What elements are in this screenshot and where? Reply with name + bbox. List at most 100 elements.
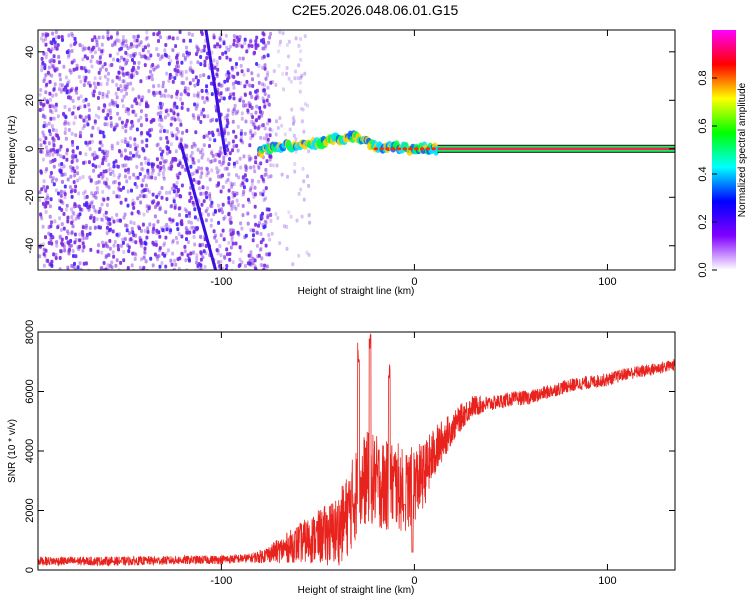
noise-speckle [226,113,230,118]
noise-speckle [86,141,89,146]
noise-speckle [193,83,197,88]
noise-speckle [255,35,259,40]
noise-speckle [197,114,200,119]
noise-speckle [265,159,269,164]
noise-speckle [57,60,61,65]
noise-speckle [176,36,180,41]
noise-speckle [179,119,183,124]
noise-speckle [266,121,269,126]
noise-speckle [257,63,261,68]
noise-speckle [117,232,121,237]
noise-speckle [42,179,46,184]
noise-speckle [77,204,81,209]
noise-speckle [184,226,188,231]
noise-speckle [129,136,132,141]
noise-speckle [69,174,73,179]
noise-speckle [74,204,78,208]
noise-speckle [230,182,234,187]
noise-speckle [52,138,56,143]
noise-speckle [75,63,79,68]
noise-speckle [92,89,96,94]
noise-speckle [40,56,44,61]
noise-speckle [259,232,263,236]
noise-speckle [210,204,214,209]
noise-speckle [104,243,108,248]
noise-speckle [198,243,202,248]
noise-speckle [256,73,260,78]
noise-speckle [117,187,121,192]
noise-speckle [129,126,133,131]
noise-speckle [215,72,219,77]
noise-speckle [173,76,177,81]
noise-speckle [75,165,79,170]
noise-speckle [75,158,79,163]
noise-speckle [204,88,208,93]
noise-speckle [100,176,104,180]
noise-speckle [129,81,133,86]
noise-speckle [254,155,258,160]
noise-speckle [261,82,264,87]
noise-speckle [161,149,165,154]
noise-speckle [167,61,171,66]
noise-speckle [227,141,231,146]
noise-speckle [263,126,267,131]
noise-speckle [137,118,141,123]
noise-speckle [50,259,54,264]
noise-speckle [299,106,303,111]
noise-speckle [209,118,213,123]
noise-speckle [185,209,189,214]
noise-speckle [112,164,116,169]
noise-speckle [139,161,143,166]
noise-speckle [256,43,260,48]
noise-speckle [269,212,273,217]
noise-speckle [106,225,109,230]
noise-speckle [234,80,238,85]
noise-speckle [110,63,114,67]
noise-speckle [253,264,257,269]
snr-y-axis-label: SNR (10 * v/v) [7,419,18,483]
noise-speckle [72,152,76,156]
noise-speckle [74,115,77,120]
noise-speckle [176,240,179,245]
noise-speckle [130,226,134,231]
noise-speckle [193,207,197,212]
noise-speckle [248,157,252,162]
noise-speckle [200,89,204,93]
noise-speckle [107,217,111,222]
y-tick-label: 0 [24,146,36,152]
noise-speckle [179,97,183,102]
noise-speckle [263,103,267,107]
noise-speckle [75,66,79,71]
noise-speckle [133,51,137,56]
noise-speckle [160,195,164,200]
noise-speckle [94,209,98,214]
noise-speckle [60,249,64,254]
noise-speckle [299,80,302,85]
noise-speckle [250,105,254,110]
noise-speckle [70,194,74,199]
noise-speckle [163,241,167,246]
noise-speckle [226,131,230,136]
noise-speckle [89,178,93,183]
noise-speckle [100,217,104,222]
noise-speckle [138,265,142,270]
noise-speckle [264,196,268,201]
noise-speckle [48,214,52,219]
noise-speckle [262,225,266,230]
noise-speckle [140,229,143,233]
noise-speckle [47,121,51,126]
noise-speckle [160,261,164,266]
colorbar-gradient [712,30,736,270]
noise-speckle [215,118,219,123]
noise-speckle [160,155,164,160]
noise-speckle [262,32,266,37]
noise-speckle [65,148,69,153]
noise-speckle [285,66,289,70]
noise-speckle [208,197,212,202]
noise-speckle [133,182,137,186]
noise-speckle [109,121,113,126]
carrier-peak [408,147,413,151]
noise-speckle [47,141,51,146]
noise-speckle [126,71,130,76]
noise-speckle [154,240,158,245]
